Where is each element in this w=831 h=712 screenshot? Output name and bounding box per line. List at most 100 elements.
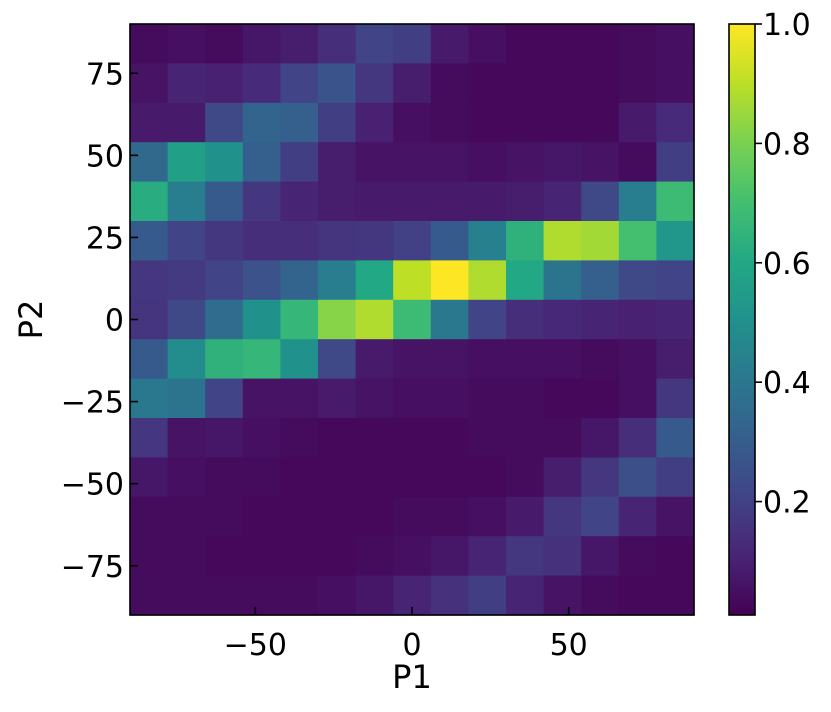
heatmap-cell <box>393 181 432 222</box>
heatmap-cell <box>430 575 469 616</box>
heatmap-cell <box>167 142 206 183</box>
heatmap-cell <box>130 24 169 64</box>
heatmap-cell <box>205 418 244 458</box>
heatmap-cell <box>506 496 545 537</box>
heatmap-cell <box>581 496 620 537</box>
heatmap-cell <box>430 299 469 340</box>
heatmap-cell <box>393 63 432 104</box>
heatmap-cell <box>618 142 657 183</box>
heatmap-cell <box>205 142 244 183</box>
y-axis-label: P2 <box>12 300 50 340</box>
heatmap-cell <box>506 221 545 261</box>
heatmap-cell <box>280 63 319 104</box>
heatmap-cell <box>430 496 469 537</box>
heatmap-cell <box>130 575 169 616</box>
heatmap-cell <box>656 299 695 340</box>
heatmap-cell <box>430 457 469 498</box>
heatmap-cell <box>130 181 169 222</box>
heatmap-cell <box>618 24 657 64</box>
y-tick-label: −25 <box>61 386 124 421</box>
heatmap-cell <box>543 181 582 222</box>
heatmap-cell <box>393 260 432 301</box>
heatmap-cell <box>543 575 582 616</box>
heatmap-cell <box>468 221 507 261</box>
heatmap-cell <box>242 418 281 458</box>
heatmap-cell <box>280 418 319 458</box>
heatmap-cell <box>543 418 582 458</box>
heatmap-cell <box>393 536 432 577</box>
heatmap-cell <box>205 181 244 222</box>
heatmap-cell <box>167 496 206 537</box>
heatmap-cell <box>618 102 657 143</box>
heatmap-cell <box>355 575 394 616</box>
heatmap-cell <box>318 142 357 183</box>
heatmap-cell <box>393 299 432 340</box>
colorbar-tick-label: 1.0 <box>763 8 811 43</box>
heatmap-cell <box>280 457 319 498</box>
heatmap-cell <box>167 102 206 143</box>
heatmap-cell <box>318 24 357 64</box>
heatmap-cell <box>242 496 281 537</box>
heatmap-cell <box>280 221 319 261</box>
heatmap-cell <box>656 24 695 64</box>
heatmap-cell <box>618 260 657 301</box>
heatmap-cell <box>242 102 281 143</box>
heatmap-cell <box>618 575 657 616</box>
heatmap-cell <box>430 181 469 222</box>
heatmap-cell <box>280 181 319 222</box>
heatmap-cell <box>205 339 244 380</box>
heatmap-cell <box>543 221 582 261</box>
heatmap-cell <box>581 536 620 577</box>
heatmap-cell <box>468 63 507 104</box>
heatmap-cell <box>167 63 206 104</box>
heatmap-cell <box>318 457 357 498</box>
heatmap-cell <box>280 378 319 419</box>
heatmap-cell <box>468 378 507 419</box>
heatmap-cell <box>506 575 545 616</box>
heatmap-cell <box>430 536 469 577</box>
heatmap-cell <box>205 575 244 616</box>
heatmap-cell <box>205 536 244 577</box>
heatmap-cell <box>468 496 507 537</box>
heatmap-cell <box>430 142 469 183</box>
heatmap-cell <box>355 24 394 64</box>
heatmap-cell <box>205 496 244 537</box>
heatmap-cell <box>167 418 206 458</box>
heatmap-cell <box>130 260 169 301</box>
heatmap-cell <box>355 63 394 104</box>
heatmap-cell <box>543 24 582 64</box>
heatmap-cell <box>581 457 620 498</box>
heatmap-cell <box>205 299 244 340</box>
heatmap-cell <box>355 142 394 183</box>
x-axis-ticks: −50 0 50 <box>224 607 588 663</box>
heatmap-cell <box>242 339 281 380</box>
heatmap-cell <box>581 24 620 64</box>
y-tick-label: 75 <box>86 57 124 92</box>
heatmap-cell <box>130 221 169 261</box>
heatmap-cell <box>280 496 319 537</box>
heatmap-cell <box>355 496 394 537</box>
heatmap-cell <box>242 299 281 340</box>
heatmap-cell <box>167 221 206 261</box>
heatmap-cell <box>355 457 394 498</box>
heatmap-cell <box>656 457 695 498</box>
heatmap-cell <box>130 536 169 577</box>
colorbar-tick-label: 0.2 <box>763 486 811 521</box>
heatmap-cell <box>130 142 169 183</box>
heatmap-cell <box>656 142 695 183</box>
heatmap-cell <box>205 24 244 64</box>
heatmap-cell <box>280 24 319 64</box>
heatmap-cell <box>656 378 695 419</box>
heatmap-cell <box>242 142 281 183</box>
heatmap-cell <box>130 339 169 380</box>
heatmap-cell <box>618 299 657 340</box>
heatmap-cell <box>355 536 394 577</box>
heatmap-cell <box>355 378 394 419</box>
heatmap-cell <box>506 378 545 419</box>
heatmap-cell <box>130 418 169 458</box>
heatmap-cell <box>242 575 281 616</box>
colorbar-tick-label: 0.6 <box>763 247 811 282</box>
heatmap-cell <box>468 457 507 498</box>
heatmap-cell <box>393 418 432 458</box>
